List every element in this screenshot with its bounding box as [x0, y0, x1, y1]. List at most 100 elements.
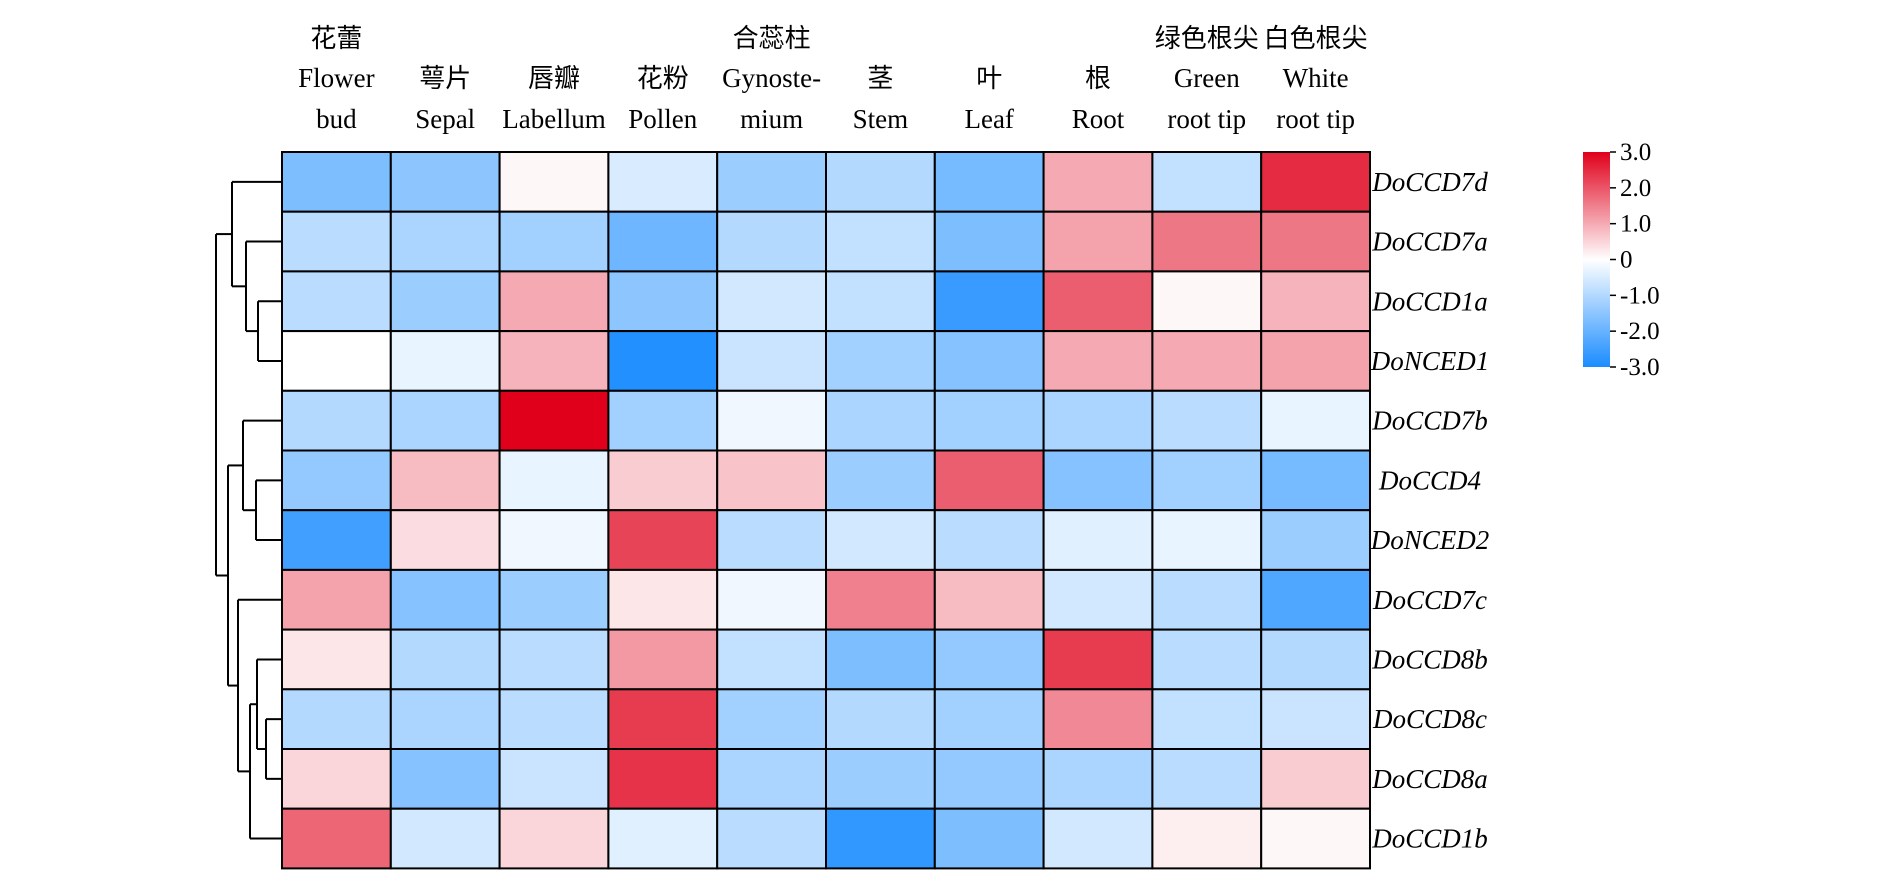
heatmap-cell-DoCCD7c-2: [389, 568, 501, 631]
heatmap-cell-DoCCD7b-4: [607, 389, 719, 452]
heatmap-cell-DoNCED2-8: [1042, 509, 1154, 571]
heatmap-cell-DoCCD7c-9: [1151, 568, 1263, 631]
heatmap-cell-DoCCD1a-6: [825, 270, 936, 333]
heatmap-cell-DoCCD8b-3: [498, 628, 610, 691]
row-label-DoCCD1b: DoCCD1b: [1371, 824, 1488, 854]
heatmap-cell-DoCCD1b-3: [498, 807, 610, 870]
heatmap-cell-DoNCED1-8: [1042, 330, 1154, 392]
heatmap-cell-DoNCED2-2: [389, 509, 501, 571]
heatmap-cell-DoCCD8c-4: [607, 688, 719, 750]
heatmap-cell-DoNCED1-4: [607, 330, 719, 392]
heatmap-cell-DoCCD8b-8: [1042, 628, 1154, 691]
heatmap-cell-DoCCD8b-4: [607, 628, 719, 691]
heatmap-cell-DoCCD7b-1: [281, 389, 392, 452]
heatmap-cell-DoNCED2-1: [281, 509, 392, 571]
column-label-3-line-1: 唇瓣: [528, 64, 580, 94]
heatmap-cell-DoCCD8c-10: [1260, 688, 1371, 750]
column-label-4-line-2: Pollen: [628, 104, 698, 134]
heatmap-cell-DoCCD8a-3: [498, 748, 610, 810]
heatmap-cell-DoCCD4-1: [281, 449, 392, 512]
color-scale-bar: [1583, 152, 1610, 367]
column-label-9-line-2: root tip: [1167, 104, 1246, 134]
heatmap-cell-DoCCD1b-1: [281, 807, 392, 870]
row-dendrogram: [215, 180, 282, 840]
heatmap-cell-DoCCD8c-1: [281, 688, 392, 750]
heatmap-cell-DoCCD8b-1: [281, 628, 392, 691]
column-label-2-line-1: 萼片: [419, 64, 471, 94]
heatmap-cell-DoCCD7a-1: [281, 210, 392, 273]
heatmap-cell-DoCCD8a-6: [825, 748, 936, 810]
column-label-8-line-1: 根: [1085, 64, 1111, 94]
column-label-zh-5: 合蕊柱: [733, 24, 811, 54]
column-label-4-line-1: 花粉: [637, 64, 689, 94]
heatmap-cell-DoCCD8a-8: [1042, 748, 1154, 810]
heatmap-cell-DoCCD7c-7: [933, 568, 1045, 631]
heatmap-cell-DoCCD7a-6: [825, 210, 936, 273]
heatmap-cell-DoCCD1a-4: [607, 270, 719, 333]
heatmap-cell-DoCCD1b-10: [1260, 807, 1371, 870]
heatmap-cell-DoCCD8c-8: [1042, 688, 1154, 750]
heatmap-cell-DoCCD7a-2: [389, 210, 501, 273]
heatmap-cell-DoCCD7c-10: [1260, 568, 1371, 631]
column-label-zh-10: 白色根尖: [1264, 24, 1368, 54]
heatmap-cells: [281, 151, 1371, 870]
row-label-DoNCED2: DoNCED2: [1370, 525, 1490, 555]
heatmap-cell-DoNCED2-3: [498, 509, 610, 571]
heatmap-cell-DoCCD7d-1: [281, 151, 392, 213]
heatmap-cell-DoNCED1-2: [389, 330, 501, 392]
heatmap-cell-DoCCD7d-2: [389, 151, 501, 213]
row-label-DoCCD7d: DoCCD7d: [1371, 167, 1488, 197]
heatmap-cell-DoCCD7b-5: [716, 389, 828, 452]
heatmap-cell-DoCCD8b-6: [825, 628, 936, 691]
heatmap-cell-DoCCD7d-5: [716, 151, 828, 213]
heatmap-cell-DoCCD8c-5: [716, 688, 828, 750]
heatmap-cell-DoCCD7b-6: [825, 389, 936, 452]
heatmap-cell-DoNCED1-5: [716, 330, 828, 392]
heatmap-cell-DoCCD8c-2: [389, 688, 501, 750]
heatmap-cell-DoCCD4-10: [1260, 449, 1371, 512]
heatmap-cell-DoCCD8a-5: [716, 748, 828, 810]
column-label-2-line-2: Sepal: [415, 104, 475, 134]
heatmap-cell-DoCCD8b-5: [716, 628, 828, 691]
row-label-DoCCD8b: DoCCD8b: [1371, 644, 1488, 674]
heatmap-cell-DoNCED1-1: [281, 330, 392, 392]
heatmap-cell-DoCCD8c-9: [1151, 688, 1263, 750]
heatmap-cell-DoCCD8a-2: [389, 748, 501, 810]
heatmap-cell-DoNCED2-6: [825, 509, 936, 571]
row-labels: DoCCD7d DoCCD7a DoCCD1a DoNCED1 DoCCD7b DoCCD…: [1370, 167, 1490, 854]
heatmap-cell-DoCCD8a-4: [607, 748, 719, 810]
heatmap-cell-DoCCD7a-10: [1260, 210, 1371, 273]
column-label-6-line-2: Stem: [853, 104, 909, 134]
row-label-DoNCED1: DoNCED1: [1370, 346, 1490, 376]
heatmap-cell-DoCCD1a-5: [716, 270, 828, 333]
heatmap-cell-DoNCED1-3: [498, 330, 610, 392]
heatmap-cell-DoNCED1-7: [933, 330, 1045, 392]
heatmap-cell-DoCCD4-9: [1151, 449, 1263, 512]
column-label-7-line-1: 叶: [976, 64, 1002, 94]
heatmap-cell-DoCCD7d-8: [1042, 151, 1154, 213]
heatmap-cell-DoCCD7a-8: [1042, 210, 1154, 273]
heatmap-cell-DoCCD4-4: [607, 449, 719, 512]
heatmap-cell-DoNCED2-7: [933, 509, 1045, 571]
row-label-DoCCD7c: DoCCD7c: [1372, 585, 1487, 615]
heatmap-cell-DoCCD7c-1: [281, 568, 392, 631]
column-label-8-line-2: Root: [1072, 104, 1125, 134]
column-label-zh-1: 花蕾: [310, 24, 362, 54]
color-scale-label-6: -2.0: [1620, 318, 1660, 345]
heatmap-cell-DoCCD7b-9: [1151, 389, 1263, 452]
heatmap-cell-DoCCD7d-6: [825, 151, 936, 213]
row-label-DoCCD4: DoCCD4: [1378, 465, 1481, 495]
heatmap-cell-DoCCD7c-8: [1042, 568, 1154, 631]
heatmap-cell-DoCCD4-8: [1042, 449, 1154, 512]
heatmap-cell-DoCCD1b-8: [1042, 807, 1154, 870]
column-label-7-line-2: Leaf: [964, 104, 1013, 134]
heatmap-cell-DoCCD8b-10: [1260, 628, 1371, 691]
color-scale-label-2: 2.0: [1620, 175, 1651, 202]
row-label-DoCCD1a: DoCCD1a: [1371, 286, 1488, 316]
heatmap-cell-DoCCD8a-7: [933, 748, 1045, 810]
heatmap-cell-DoCCD7b-7: [933, 389, 1045, 452]
heatmap-cell-DoNCED2-5: [716, 509, 828, 571]
heatmap-cell-DoCCD1b-4: [607, 807, 719, 870]
heatmap-cell-DoNCED1-6: [825, 330, 936, 392]
row-label-DoCCD8a: DoCCD8a: [1371, 764, 1488, 794]
